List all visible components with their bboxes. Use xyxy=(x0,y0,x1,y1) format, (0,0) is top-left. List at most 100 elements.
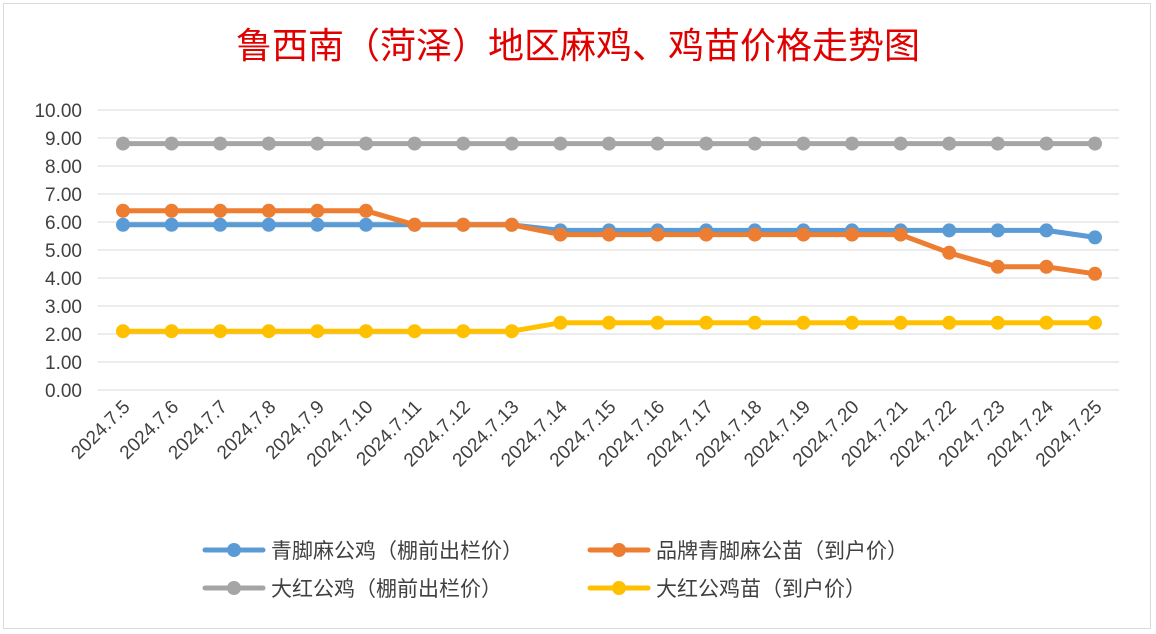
data-point xyxy=(359,217,373,232)
data-point xyxy=(359,324,373,339)
y-tick-label: 9.00 xyxy=(45,129,82,150)
data-point xyxy=(1088,136,1102,151)
data-point xyxy=(650,227,665,242)
y-tick-label: 5.00 xyxy=(45,241,82,262)
data-point xyxy=(650,136,665,151)
data-point xyxy=(213,217,228,232)
y-tick-label: 3.00 xyxy=(45,297,82,318)
data-point xyxy=(893,315,908,330)
data-point xyxy=(213,136,228,151)
data-point xyxy=(456,217,471,232)
data-point xyxy=(504,217,519,232)
legend-swatch-marker xyxy=(227,543,241,557)
y-tick-label: 6.00 xyxy=(45,213,82,234)
data-point xyxy=(1039,136,1054,151)
data-point xyxy=(164,324,179,339)
legend-item: 品牌青脚麻公苗（到户价） xyxy=(587,539,908,563)
data-point xyxy=(310,324,325,339)
data-point xyxy=(116,203,130,218)
data-point xyxy=(553,136,568,151)
data-point xyxy=(407,324,422,339)
data-point xyxy=(407,217,422,232)
data-point xyxy=(359,136,373,151)
legend-label: 青脚麻公鸡（棚前出栏价） xyxy=(271,539,523,563)
data-point xyxy=(699,315,714,330)
data-point xyxy=(1039,259,1054,274)
data-point xyxy=(310,136,325,151)
data-point xyxy=(1088,266,1102,281)
legend-swatch-marker xyxy=(612,581,626,595)
data-point xyxy=(261,324,276,339)
data-point xyxy=(213,203,228,218)
data-point xyxy=(650,315,665,330)
legend-label: 大红公鸡（棚前出栏价） xyxy=(271,577,502,601)
data-point xyxy=(990,223,1005,238)
data-point xyxy=(164,217,179,232)
data-point xyxy=(845,227,859,242)
y-axis-ticks: 0.00 1.00 2.00 3.00 4.00 5.00 6.00 7.00 8.00 9.00… xyxy=(34,101,82,402)
legend-swatch-marker xyxy=(612,543,626,557)
data-point xyxy=(747,315,762,330)
legend-label: 品牌青脚麻公苗（到户价） xyxy=(656,539,908,563)
data-point xyxy=(1039,223,1054,238)
data-point xyxy=(116,217,130,232)
data-point xyxy=(553,315,568,330)
data-point xyxy=(942,315,957,330)
data-point xyxy=(602,227,616,242)
data-point xyxy=(261,203,276,218)
data-point xyxy=(456,324,471,339)
data-point xyxy=(116,324,130,339)
y-tick-label: 4.00 xyxy=(45,269,82,290)
data-point xyxy=(1088,315,1102,330)
data-point xyxy=(796,315,811,330)
data-point xyxy=(699,136,714,151)
legend-item: 青脚麻公鸡（棚前出栏价） xyxy=(202,539,523,563)
chart-frame xyxy=(3,3,1151,629)
y-tick-label: 10.00 xyxy=(34,101,82,122)
data-point xyxy=(602,136,616,151)
legend-item: 大红公鸡（棚前出栏价） xyxy=(202,577,502,601)
data-point xyxy=(990,136,1005,151)
legend-swatch-marker xyxy=(227,581,241,595)
grid-lines xyxy=(98,109,1119,391)
data-point xyxy=(990,259,1005,274)
series-1 xyxy=(116,203,1102,281)
data-point xyxy=(942,223,957,238)
data-point xyxy=(261,136,276,151)
data-point xyxy=(942,136,957,151)
data-point xyxy=(456,136,471,151)
data-point xyxy=(699,227,714,242)
data-point xyxy=(893,136,908,151)
data-point xyxy=(942,245,957,260)
y-tick-label: 2.00 xyxy=(45,325,82,346)
data-point xyxy=(990,315,1005,330)
data-point xyxy=(796,227,811,242)
data-point xyxy=(407,136,422,151)
legend-item: 大红公鸡苗（到户价） xyxy=(587,577,866,601)
y-tick-label: 7.00 xyxy=(45,185,82,206)
data-point xyxy=(845,315,859,330)
y-tick-label: 1.00 xyxy=(45,353,82,374)
data-point xyxy=(1039,315,1054,330)
data-point xyxy=(116,136,130,151)
data-point xyxy=(164,136,179,151)
data-point xyxy=(747,136,762,151)
series-2 xyxy=(116,136,1102,151)
series-lines xyxy=(116,136,1102,339)
data-point xyxy=(504,136,519,151)
data-point xyxy=(213,324,228,339)
data-point xyxy=(893,227,908,242)
data-point xyxy=(359,203,373,218)
data-point xyxy=(747,227,762,242)
y-tick-label: 0.00 xyxy=(45,381,82,402)
data-point xyxy=(310,217,325,232)
data-point xyxy=(602,315,616,330)
data-point xyxy=(845,136,859,151)
legend-label: 大红公鸡苗（到户价） xyxy=(656,577,866,601)
data-point xyxy=(796,136,811,151)
legend: 青脚麻公鸡（棚前出栏价） 品牌青脚麻公苗（到户价） 大红公鸡（棚前出栏价） 大红公鸡苗… xyxy=(202,539,908,601)
series-3 xyxy=(116,315,1102,339)
data-point xyxy=(261,217,276,232)
